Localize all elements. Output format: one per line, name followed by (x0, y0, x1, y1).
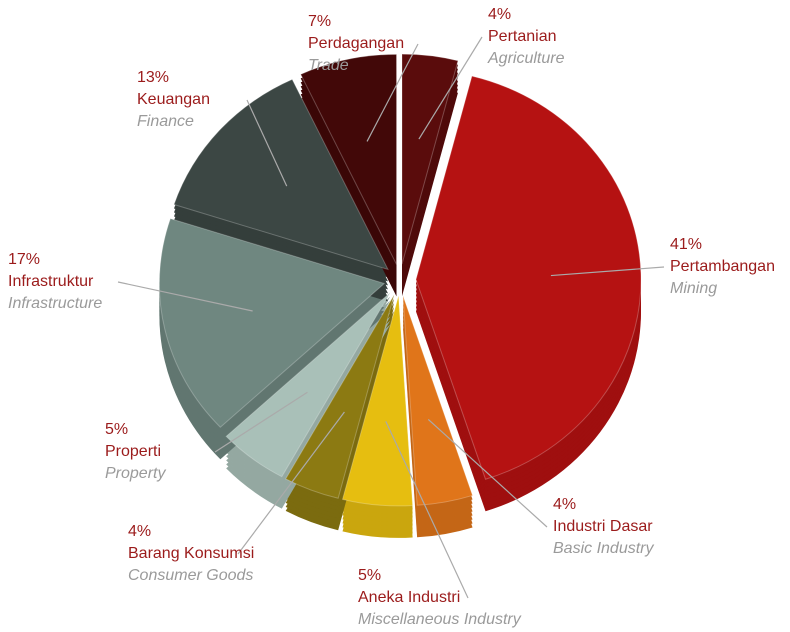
category-label: Infrastruktur (8, 273, 94, 290)
leader-lines (117, 36, 665, 599)
leader-line (246, 99, 288, 187)
category-label: Barang Konsumsi (128, 545, 254, 562)
category-translation: Miscellaneous Industry (358, 611, 522, 628)
leader-line (117, 281, 253, 312)
leader-line (427, 419, 548, 528)
category-label: Keuangan (137, 91, 210, 108)
category-translation: Infrastructure (8, 295, 102, 312)
value-label: 17% (8, 251, 40, 268)
category-translation: Consumer Goods (128, 567, 253, 584)
slice (341, 295, 414, 507)
leader-line (385, 421, 469, 599)
slice (401, 53, 459, 265)
value-label: 4% (128, 523, 151, 540)
leader-line (237, 411, 345, 555)
value-label: 13% (137, 69, 169, 86)
category-translation: Basic Industry (553, 540, 654, 557)
category-translation: Mining (670, 280, 717, 297)
category-label: Perdagangan (308, 35, 404, 52)
value-label: 41% (670, 236, 702, 253)
value-label: 5% (358, 567, 381, 584)
value-label: 7% (308, 13, 331, 30)
leader-line (214, 391, 308, 453)
slice (300, 53, 398, 265)
slice (402, 295, 474, 506)
value-label: 4% (488, 6, 511, 23)
category-translation: Property (105, 465, 166, 482)
category-label: Properti (105, 443, 161, 460)
category-label: Industri Dasar (553, 518, 653, 535)
category-translation: Trade (308, 57, 349, 74)
slice (415, 75, 642, 480)
category-label: Aneka Industri (358, 589, 460, 606)
slice (225, 292, 391, 478)
leader-line (550, 266, 665, 277)
slice (158, 217, 386, 428)
value-label: 4% (553, 496, 576, 513)
value-label: 5% (105, 421, 128, 438)
category-translation: Agriculture (487, 50, 565, 67)
leader-line (418, 36, 483, 140)
slice (285, 294, 395, 499)
category-translation: Finance (137, 113, 194, 130)
category-label: Pertambangan (670, 258, 775, 275)
leader-line (366, 43, 419, 142)
category-label: Pertanian (488, 28, 557, 45)
